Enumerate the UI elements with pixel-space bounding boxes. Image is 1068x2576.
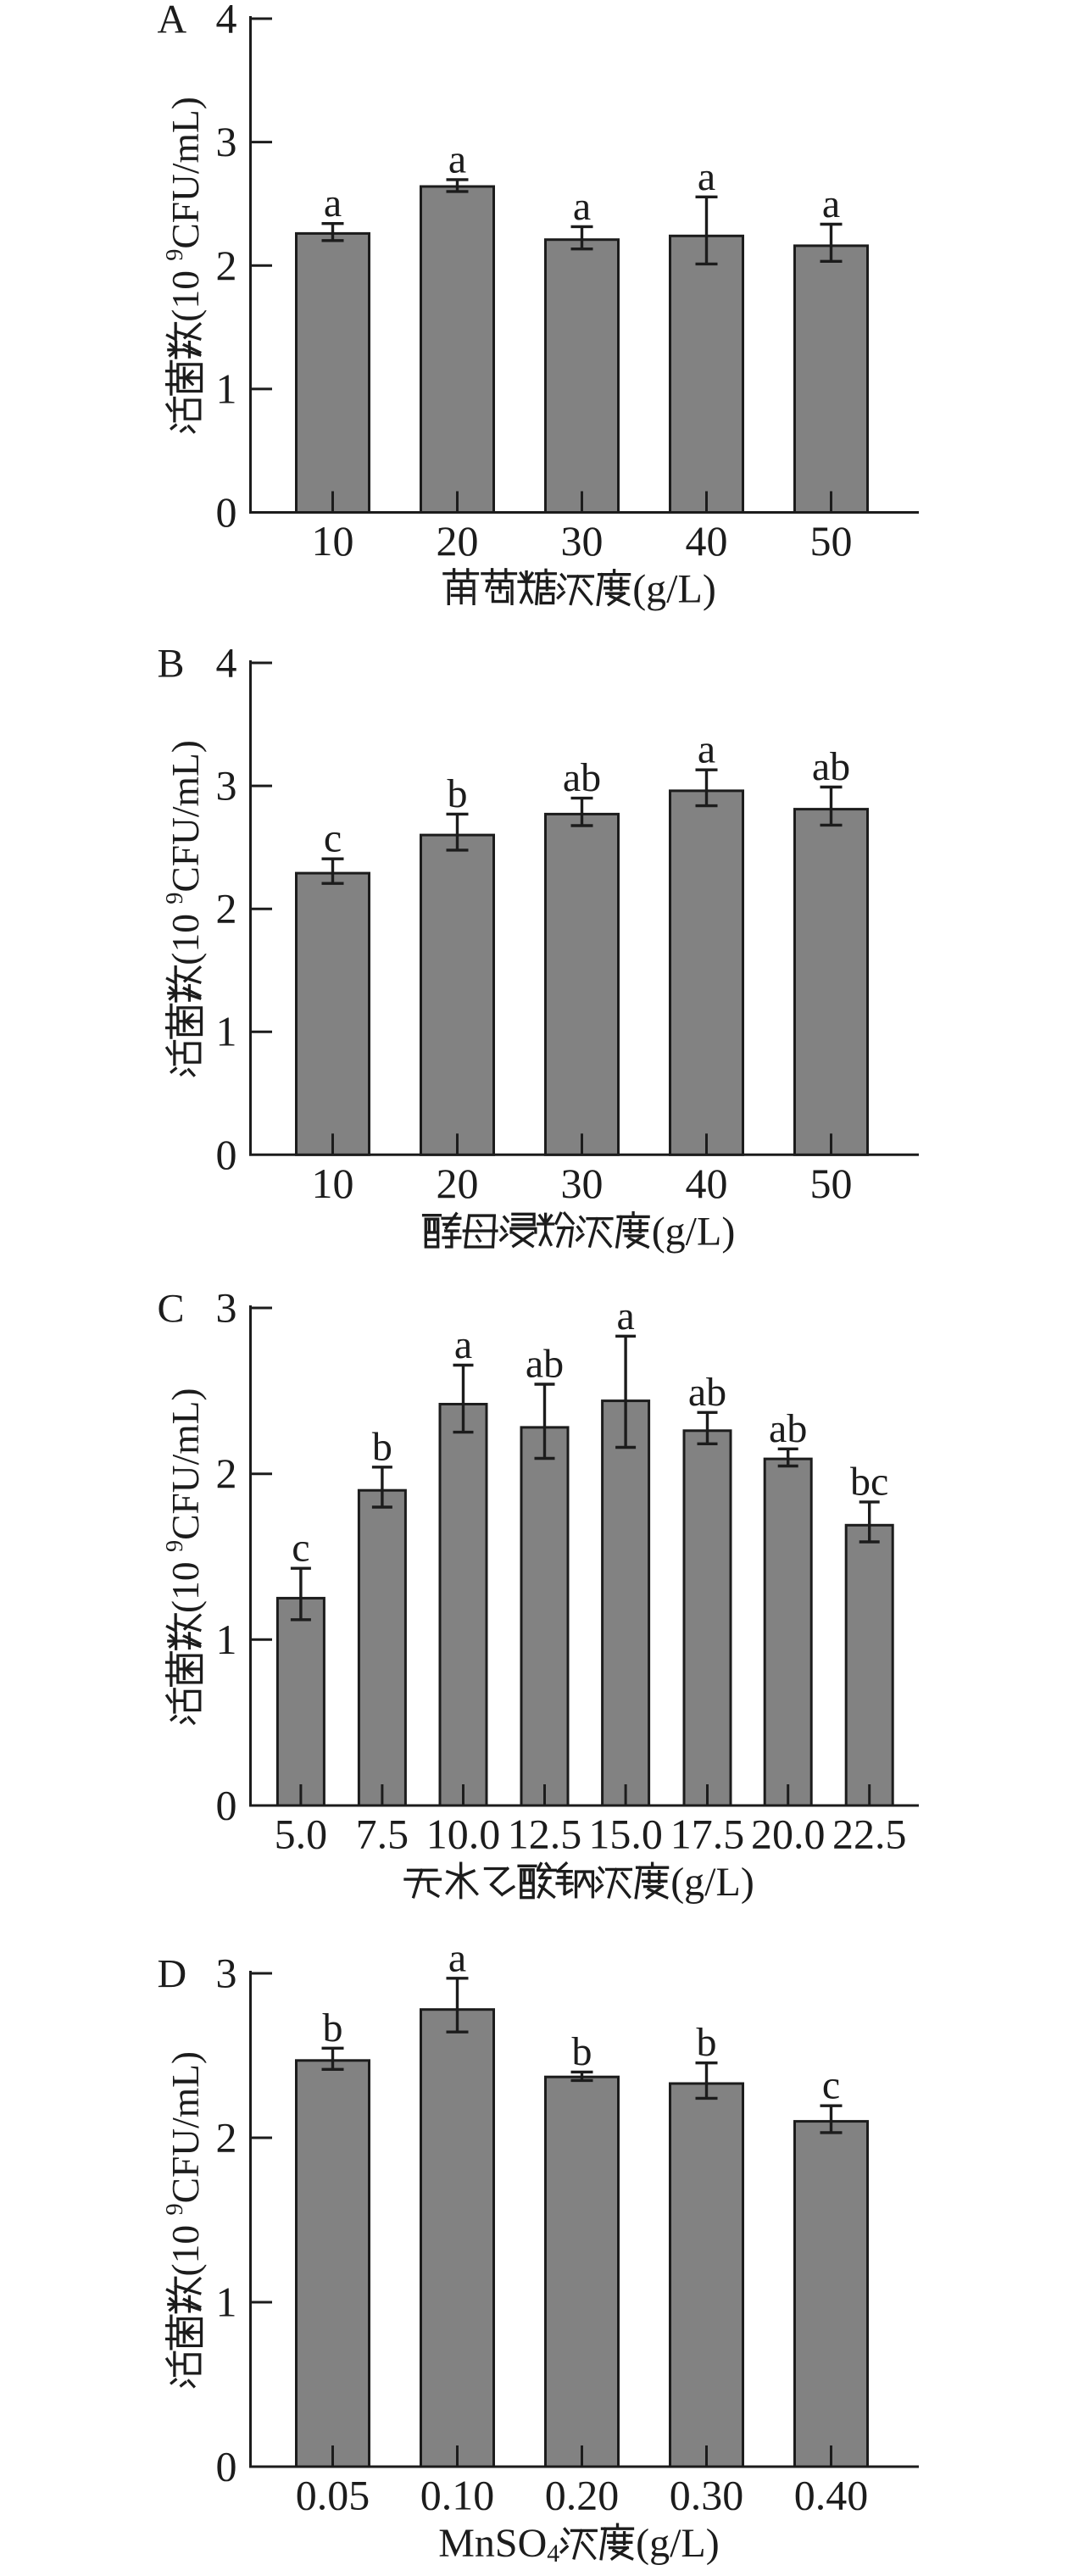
svg-text:CFU/mL): CFU/mL) <box>164 97 207 249</box>
svg-text:A: A <box>158 0 187 42</box>
svg-text:0.10: 0.10 <box>420 2472 495 2519</box>
svg-text:2: 2 <box>216 242 237 289</box>
svg-text:1: 1 <box>216 1616 237 1663</box>
svg-text:(g/L): (g/L) <box>632 567 716 612</box>
svg-text:50: 50 <box>810 1160 853 1207</box>
svg-text:30: 30 <box>561 1160 604 1207</box>
svg-text:C: C <box>158 1287 185 1332</box>
svg-text:b: b <box>572 2029 592 2074</box>
svg-text:bc: bc <box>850 1459 888 1504</box>
svg-text:CFU/mL): CFU/mL) <box>164 1388 207 1540</box>
svg-text:ab: ab <box>526 1342 564 1387</box>
svg-text:30: 30 <box>561 517 604 565</box>
svg-text:(10: (10 <box>164 270 207 322</box>
svg-text:10: 10 <box>312 517 354 565</box>
svg-text:0.40: 0.40 <box>794 2472 869 2519</box>
svg-text:0.05: 0.05 <box>296 2472 370 2519</box>
svg-text:9: 9 <box>162 893 188 904</box>
svg-text:ab: ab <box>688 1370 726 1415</box>
svg-text:15.0: 15.0 <box>588 1811 663 1858</box>
svg-text:CFU/mL): CFU/mL) <box>164 2051 207 2204</box>
svg-text:(g/L): (g/L) <box>670 1860 754 1905</box>
svg-text:(10: (10 <box>164 914 207 965</box>
svg-text:40: 40 <box>686 517 728 565</box>
svg-text:B: B <box>158 642 185 687</box>
svg-text:3: 3 <box>216 1950 237 1997</box>
svg-text:0: 0 <box>216 2443 237 2490</box>
svg-text:ab: ab <box>563 755 601 800</box>
svg-text:0.20: 0.20 <box>545 2472 620 2519</box>
svg-text:a: a <box>324 181 342 225</box>
svg-text:a: a <box>454 1322 472 1367</box>
svg-text:1: 1 <box>216 2278 237 2326</box>
svg-text:3: 3 <box>216 1284 237 1332</box>
svg-text:c: c <box>292 1526 309 1571</box>
svg-text:4: 4 <box>216 639 237 687</box>
svg-text:(10: (10 <box>164 1561 207 1613</box>
svg-text:2: 2 <box>216 885 237 932</box>
svg-text:b: b <box>448 771 468 816</box>
svg-text:10: 10 <box>312 1160 354 1207</box>
svg-text:(g/L): (g/L) <box>652 1209 736 1254</box>
svg-text:MnSO: MnSO <box>438 2521 547 2566</box>
svg-text:1: 1 <box>216 1008 237 1055</box>
svg-text:50: 50 <box>810 517 853 565</box>
svg-text:7.5: 7.5 <box>356 1811 409 1858</box>
svg-text:4: 4 <box>216 0 237 42</box>
svg-text:2: 2 <box>216 1449 237 1497</box>
svg-text:c: c <box>324 816 342 861</box>
svg-text:10.0: 10.0 <box>426 1811 501 1858</box>
svg-text:CFU/mL): CFU/mL) <box>164 740 207 893</box>
svg-text:1: 1 <box>216 364 237 412</box>
svg-text:20: 20 <box>437 1160 479 1207</box>
svg-text:0: 0 <box>216 488 237 536</box>
svg-text:9: 9 <box>162 1540 188 1552</box>
svg-text:9: 9 <box>162 249 188 261</box>
svg-text:b: b <box>372 1424 392 1469</box>
svg-text:a: a <box>698 154 715 199</box>
svg-text:12.5: 12.5 <box>508 1811 582 1858</box>
svg-text:0.30: 0.30 <box>670 2472 744 2519</box>
svg-text:ab: ab <box>769 1406 807 1451</box>
svg-text:0: 0 <box>216 1782 237 1829</box>
svg-text:4: 4 <box>547 2540 559 2568</box>
svg-text:a: a <box>822 181 840 226</box>
svg-text:(10: (10 <box>164 2225 207 2277</box>
svg-text:5.0: 5.0 <box>275 1811 328 1858</box>
svg-text:a: a <box>448 136 466 181</box>
svg-text:17.5: 17.5 <box>670 1811 745 1858</box>
svg-text:ab: ab <box>812 744 850 789</box>
svg-text:a: a <box>698 727 715 772</box>
svg-text:2: 2 <box>216 2114 237 2162</box>
svg-text:0: 0 <box>216 1131 237 1178</box>
svg-text:3: 3 <box>216 762 237 810</box>
svg-text:c: c <box>822 2063 840 2108</box>
svg-text:(g/L): (g/L) <box>636 2521 720 2566</box>
svg-text:3: 3 <box>216 118 237 165</box>
svg-text:20.0: 20.0 <box>751 1811 826 1858</box>
svg-text:22.5: 22.5 <box>832 1811 907 1858</box>
svg-text:9: 9 <box>162 2203 188 2215</box>
svg-text:a: a <box>573 184 591 229</box>
svg-text:20: 20 <box>437 517 479 565</box>
svg-text:D: D <box>158 1952 187 1997</box>
svg-text:b: b <box>323 2006 343 2050</box>
svg-text:b: b <box>697 2020 717 2065</box>
svg-text:a: a <box>616 1294 634 1338</box>
svg-text:a: a <box>448 1935 466 1980</box>
svg-text:40: 40 <box>686 1160 728 1207</box>
